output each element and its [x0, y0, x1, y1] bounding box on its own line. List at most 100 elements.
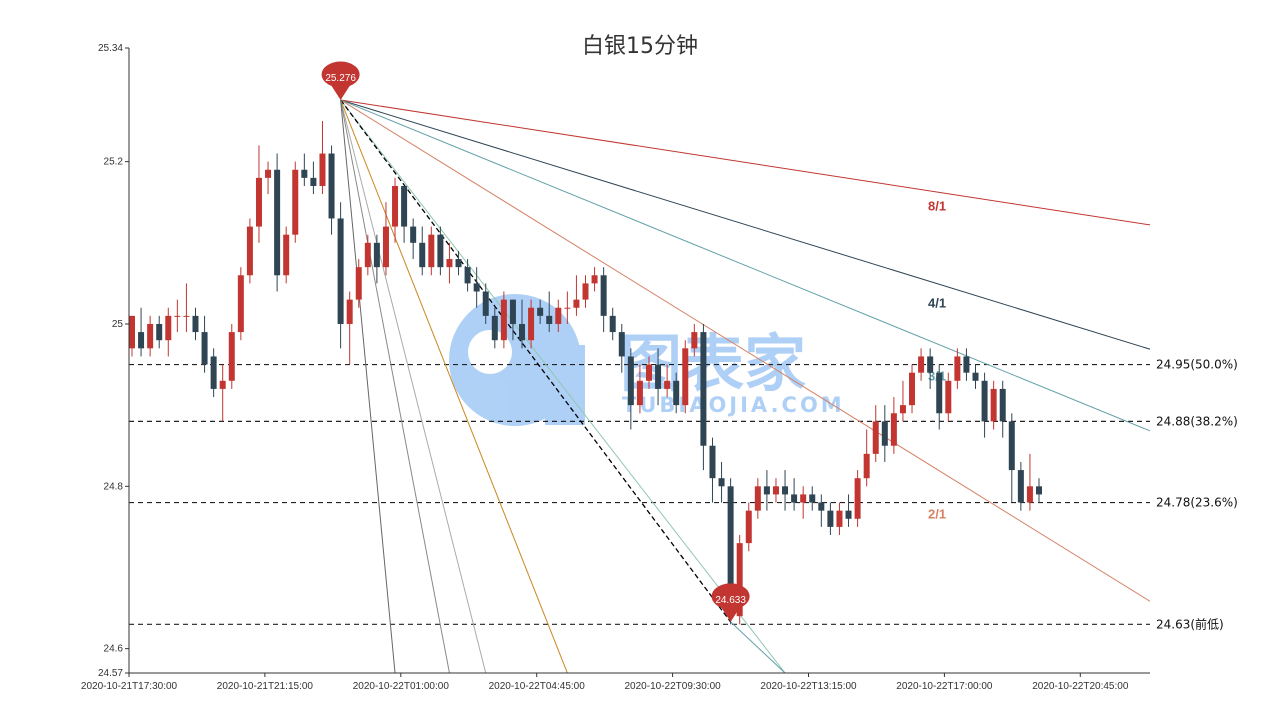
candle-body: [500, 299, 507, 341]
candle-body: [609, 315, 616, 333]
candle-body: [591, 275, 598, 284]
candle-body: [491, 315, 498, 341]
candle-body: [645, 364, 652, 381]
x-tick-label: 2020-10-22T13:15:00: [760, 681, 857, 692]
candle-body: [410, 226, 417, 243]
pin-label: 24.633: [715, 595, 746, 606]
candle-body: [963, 356, 970, 373]
candle-body: [791, 494, 798, 503]
candle-body: [945, 380, 952, 414]
y-tick-label: 24.6: [104, 644, 124, 655]
candle-body: [1008, 421, 1015, 471]
candle-body: [519, 323, 526, 341]
candle-body: [255, 177, 262, 227]
candle-body: [482, 291, 489, 316]
gann-fan-line: [340, 99, 487, 673]
gann-fan-line: [340, 99, 1150, 602]
candle-body: [382, 226, 389, 268]
candle-body: [936, 372, 943, 414]
fib-level-label: 24.78(23.6%): [1156, 496, 1238, 510]
candle-body: [555, 307, 562, 324]
watermark-logo-icon: [449, 294, 581, 426]
candle-body: [147, 323, 154, 349]
candle-body: [129, 315, 135, 349]
candle-body: [927, 356, 934, 373]
candle-body: [727, 486, 734, 617]
gann-fan-line: [340, 99, 1150, 350]
y-tick-label: 25.34: [98, 43, 123, 54]
candle-body: [1026, 486, 1033, 503]
candle-body: [827, 510, 834, 527]
candle-body: [600, 275, 607, 316]
candle-body: [618, 332, 625, 357]
candle-body: [655, 364, 662, 389]
candle-body: [528, 307, 535, 341]
candle-body: [682, 348, 689, 406]
fib-level-label: 24.63(前低): [1156, 616, 1224, 631]
candle-body: [464, 267, 471, 284]
x-tick-label: 2020-10-21T17:30:00: [81, 681, 178, 692]
candle-body: [664, 380, 671, 389]
candle-body: [455, 259, 462, 268]
candle-body: [246, 226, 253, 276]
candles: [129, 121, 1042, 625]
candle-body: [836, 510, 843, 527]
candle-body: [863, 453, 870, 479]
gann-fan-label: 2/1: [928, 507, 946, 522]
candle-body: [419, 242, 426, 268]
pin-label: 25.276: [325, 73, 356, 84]
candle-body: [800, 494, 807, 503]
candle-body: [537, 307, 544, 316]
candle-body: [854, 478, 861, 519]
candle-body: [373, 242, 380, 268]
candle-body: [165, 315, 172, 341]
x-tick-label: 2020-10-22T04:45:00: [489, 681, 586, 692]
candle-body: [355, 267, 362, 300]
candle-body: [636, 380, 643, 406]
gann-fan-line: [730, 621, 786, 673]
candle-body: [301, 169, 308, 178]
candle-body: [972, 372, 979, 381]
candle-body: [310, 177, 317, 186]
candle-body: [691, 332, 698, 349]
x-tick-label: 2020-10-22T17:00:00: [896, 681, 993, 692]
candle-body: [990, 388, 997, 422]
candle-body: [872, 421, 879, 454]
candle-body: [573, 299, 580, 308]
candle-body: [818, 502, 825, 511]
candle-body: [754, 486, 761, 511]
gann-fan-line: [340, 99, 396, 673]
candle-body: [881, 421, 888, 446]
candle-body: [736, 543, 743, 617]
gann-fan-line: [340, 99, 1150, 226]
gann-fan-line: [340, 99, 568, 673]
price-marker-pin: 24.633: [711, 583, 750, 622]
candle-body: [446, 259, 453, 268]
y-tick-label: 24.8: [104, 481, 124, 492]
candle-body: [319, 153, 326, 186]
candle-body: [981, 380, 988, 422]
candle-body: [437, 234, 444, 268]
candle-body: [392, 185, 399, 227]
watermark-subtext: TUBIAOJIA.COM: [622, 393, 845, 417]
candle-body: [210, 356, 217, 389]
gann-fan-label: 8/1: [928, 198, 946, 213]
pin-icon: [711, 583, 750, 622]
candle-body: [899, 405, 906, 414]
candle-body: [509, 299, 516, 324]
candle-body: [138, 332, 145, 349]
candle-body: [763, 486, 770, 495]
gann-fan-line: [340, 99, 450, 673]
x-tick-label: 2020-10-22T20:45:00: [1032, 681, 1129, 692]
watermark-logo-hole-icon: [468, 330, 512, 374]
candle-body: [237, 275, 244, 333]
candle-body: [954, 356, 961, 381]
candle-body: [192, 315, 199, 333]
candle-body: [292, 169, 299, 235]
fib-level-label: 24.95(50.0%): [1156, 358, 1238, 372]
candle-body: [156, 323, 163, 341]
price-marker-pin: 25.276: [321, 61, 360, 100]
candle-body: [401, 185, 408, 227]
